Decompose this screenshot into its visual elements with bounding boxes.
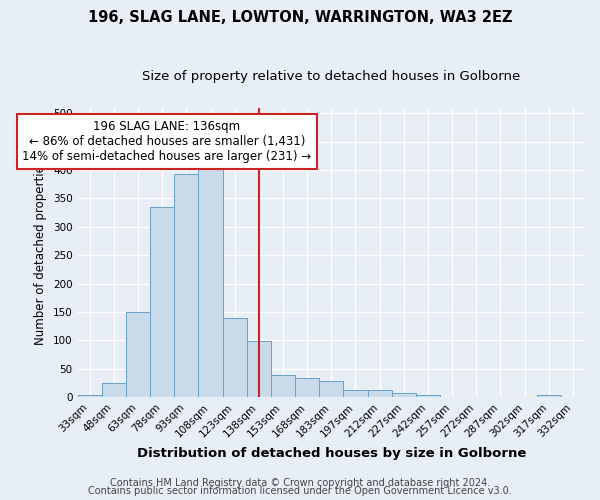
Bar [247,342,271,397]
Text: 196, SLAG LANE, LOWTON, WARRINGTON, WA3 2EZ: 196, SLAG LANE, LOWTON, WARRINGTON, WA3 … [88,10,512,25]
Text: 196 SLAG LANE: 136sqm
← 86% of detached houses are smaller (1,431)
14% of semi-d: 196 SLAG LANE: 136sqm ← 86% of detached … [22,120,311,164]
Bar [150,207,174,397]
Y-axis label: Number of detached properties: Number of detached properties [34,160,47,346]
Bar [174,174,199,397]
Title: Size of property relative to detached houses in Golborne: Size of property relative to detached ho… [142,70,520,83]
Bar [126,312,150,397]
X-axis label: Distribution of detached houses by size in Golborne: Distribution of detached houses by size … [137,447,526,460]
Text: Contains HM Land Registry data © Crown copyright and database right 2024.: Contains HM Land Registry data © Crown c… [110,478,490,488]
Bar [271,376,295,397]
Bar [199,168,223,397]
Bar [295,378,319,397]
Bar [416,395,440,397]
Bar [343,390,368,397]
Text: Contains public sector information licensed under the Open Government Licence v3: Contains public sector information licen… [88,486,512,496]
Bar [223,318,247,397]
Bar [536,395,561,397]
Bar [77,395,102,397]
Bar [392,393,416,397]
Bar [368,390,392,397]
Bar [102,383,126,397]
Bar [319,381,343,397]
